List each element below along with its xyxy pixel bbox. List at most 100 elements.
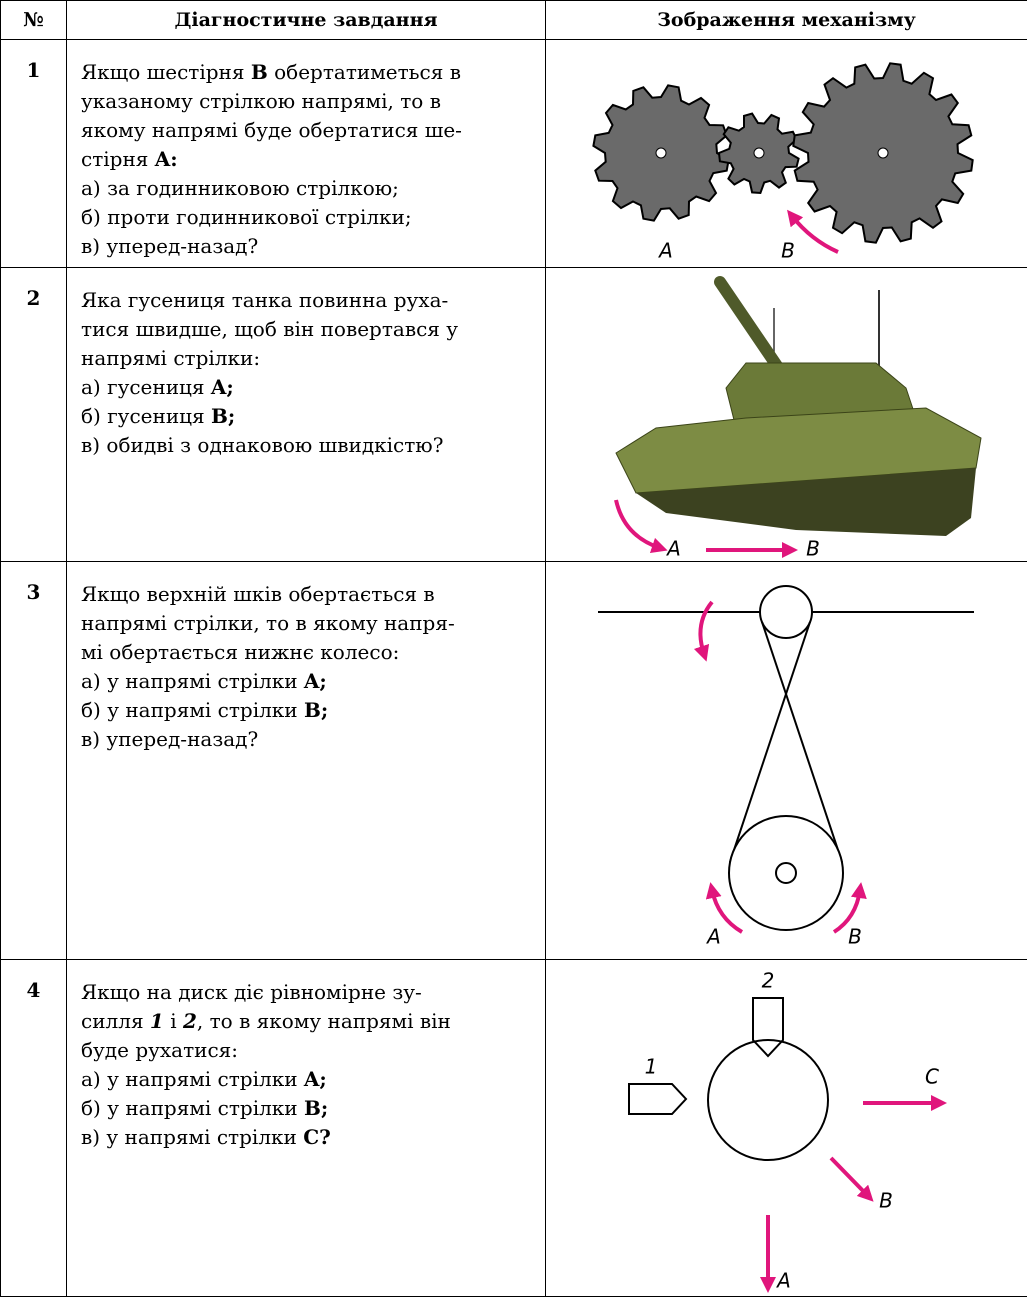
figure-cell: 2 1 C B A: [545, 959, 1027, 1297]
task-cell: Якщо шестірня B обертатиметься в указаном…: [66, 39, 546, 268]
italic-text: 1: [149, 1009, 164, 1033]
bold-text: B;: [304, 1096, 329, 1120]
disc: [707, 1039, 829, 1161]
text: силля: [81, 1009, 150, 1033]
text: а) за годинниковою стрілкою;: [81, 176, 399, 200]
task-line: напрямі стрілки, то в якому напря-: [81, 609, 535, 638]
row-number: 4: [0, 959, 67, 1297]
text: б) у напрямі стрілки: [81, 698, 304, 722]
bold-text: C?: [303, 1125, 331, 1149]
figure-label: B: [806, 537, 820, 561]
figure-cell: A B: [545, 561, 1027, 960]
text: напрямі стрілки:: [81, 346, 261, 370]
task-line: б) у напрямі стрілки B;: [81, 1094, 535, 1123]
pulley-figure: A B: [598, 585, 974, 949]
task-cell: Якщо верхній шків обертається в напрямі с…: [66, 561, 546, 960]
gears-figure: A B: [592, 62, 974, 263]
belt: [729, 621, 811, 863]
italic-text: 2: [182, 1009, 197, 1033]
text: указаному стрілкою напрямі, то в: [81, 89, 441, 113]
bold-text: B;: [210, 404, 236, 428]
text: Якщо верхній шків обертається в: [81, 582, 435, 606]
rotation-arrow: [787, 209, 839, 254]
text: в) уперед-назад?: [81, 727, 259, 751]
wheel: [728, 815, 844, 931]
task-line: а) гусениця A;: [81, 373, 535, 402]
force-arrow: [628, 1083, 688, 1115]
row: 1 Якщо шестірня B обертатиметься в указан…: [0, 39, 1027, 268]
text: а) у напрямі стрілки: [81, 1067, 304, 1091]
task-line: в) уперед-назад?: [81, 232, 535, 261]
bold-text: B;: [304, 698, 329, 722]
row: 4 Якщо на диск діє рівномірне зу-силля 1…: [0, 959, 1027, 1297]
text: Яка гусениця танка повинна руха-: [81, 288, 449, 312]
task-line: а) у напрямі стрілки A;: [81, 1065, 535, 1094]
header-cell: №: [0, 0, 67, 40]
text: буде рухатися:: [81, 1038, 239, 1062]
row-number: 2: [0, 267, 67, 562]
text: стірня: [81, 147, 155, 171]
figure-label: A: [665, 537, 681, 561]
text: а) гусениця: [81, 375, 211, 399]
figure-label: B: [781, 239, 795, 263]
text: б) проти годинникової стрілки;: [81, 205, 412, 229]
axle: [775, 862, 797, 884]
text: якому напрямі буде обертатися ше-: [81, 118, 462, 142]
tank-figure: A B: [614, 276, 982, 561]
task-line: силля 1 і 2, то в якому напрямі він: [81, 1007, 535, 1036]
text: Якщо на диск діє рівномірне зу-: [81, 980, 422, 1004]
bold-text: B: [250, 60, 268, 84]
track-arrow: [614, 499, 668, 554]
figure-label: A: [705, 925, 721, 949]
task-line: в) у напрямі стрілки C?: [81, 1123, 535, 1152]
text: а) у напрямі стрілки: [81, 669, 304, 693]
figure-label: B: [848, 925, 862, 949]
disc-figure: 2 1 C B A: [628, 969, 947, 1293]
hull: [615, 407, 982, 494]
force-arrow: [752, 997, 784, 1058]
belt: [761, 621, 843, 863]
figure-label: B: [879, 1189, 893, 1213]
task-line: Яка гусениця танка повинна руха-: [81, 286, 535, 315]
task-cell: Якщо на диск діє рівномірне зу-силля 1 і…: [66, 959, 546, 1297]
row-number: 1: [0, 39, 67, 268]
task-line: напрямі стрілки:: [81, 344, 535, 373]
text: і: [163, 1009, 183, 1033]
task-line: буде рухатися:: [81, 1036, 535, 1065]
task-line: б) проти годинникової стрілки;: [81, 203, 535, 232]
text: обертатиметься в: [267, 60, 461, 84]
task-cell: Яка гусениця танка повинна руха-тися шви…: [66, 267, 546, 562]
bold-text: A:: [154, 147, 178, 171]
row: 2 Яка гусениця танка повинна руха-тися ш…: [0, 267, 1027, 562]
bold-text: A;: [210, 375, 234, 399]
text: в) уперед-назад?: [81, 234, 259, 258]
rotation-arrow: [832, 882, 867, 934]
figure-label: A: [775, 1269, 791, 1293]
direction-arrow: [829, 1156, 874, 1202]
header-cell: Зображення механізму: [545, 0, 1027, 40]
task-line: Якщо верхній шків обертається в: [81, 580, 535, 609]
task-line: Якщо шестірня B обертатиметься в: [81, 58, 535, 87]
task-line: якому напрямі буде обертатися ше-: [81, 116, 535, 145]
bold-text: A;: [303, 1067, 327, 1091]
text: , то в якому напрямі він: [196, 1009, 451, 1033]
text: в) обидві з однаковою швидкістю?: [81, 433, 444, 457]
figure-label: 1: [645, 1055, 658, 1079]
task-line: в) уперед-назад?: [81, 725, 535, 754]
rotation-arrow: [693, 600, 714, 662]
text: Якщо шестірня: [81, 60, 251, 84]
row-number: 3: [0, 561, 67, 960]
figure-label: A: [657, 239, 673, 263]
task-line: б) у напрямі стрілки B;: [81, 696, 535, 725]
task-line: стірня A:: [81, 145, 535, 174]
bold-text: A;: [303, 669, 327, 693]
figure-label: 2: [762, 969, 775, 993]
gear-hole: [753, 147, 765, 159]
figure-cell: A B: [545, 267, 1027, 562]
gear-hole: [877, 147, 889, 159]
text: в) у напрямі стрілки: [81, 1125, 304, 1149]
track: [636, 468, 976, 536]
figure-label: C: [925, 1065, 939, 1089]
